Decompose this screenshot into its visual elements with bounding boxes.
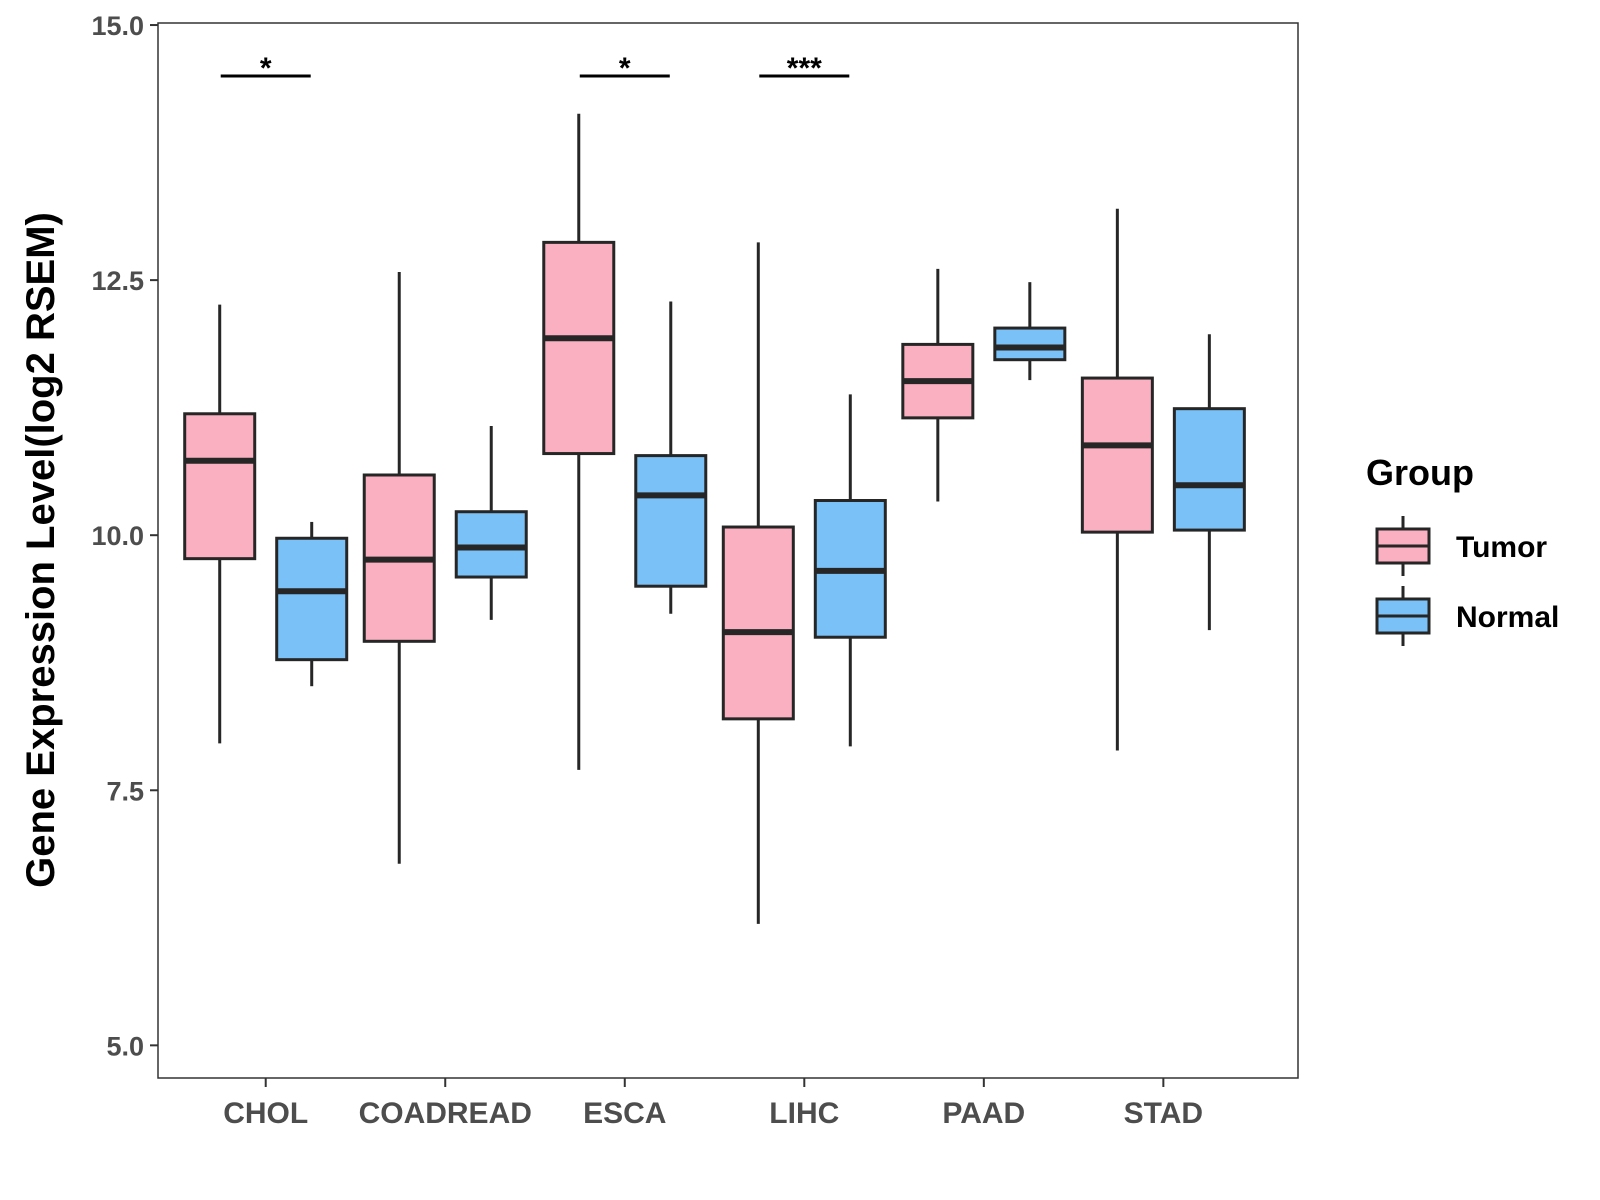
box-normal-stad: [1172, 334, 1246, 631]
box-body: [183, 412, 257, 561]
legend-item-normal: Normal: [1375, 586, 1559, 646]
significance-annotations: * * ***: [220, 52, 850, 85]
box-body: [1172, 407, 1246, 532]
boxes: [183, 113, 1246, 924]
significance-label: *: [260, 52, 272, 85]
box-body: [721, 525, 795, 721]
x-tick-label: CHOL: [223, 1097, 308, 1130]
box-normal-lihc: [813, 394, 887, 747]
x-tick-label: LIHC: [769, 1097, 839, 1130]
significance-label: ***: [787, 52, 822, 85]
box-normal-coadread: [454, 426, 528, 620]
legend-item-tumor: Tumor: [1375, 516, 1547, 576]
box-body: [993, 326, 1067, 362]
y-tick-label: 12.5: [91, 266, 144, 296]
y-tick-label: 10.0: [91, 521, 144, 551]
box-body: [542, 240, 616, 456]
box-tumor-paad: [901, 268, 975, 502]
x-tick-label: STAD: [1124, 1097, 1203, 1130]
box-tumor-stad: [1080, 208, 1154, 751]
legend-label: Tumor: [1456, 531, 1547, 564]
y-tick-label: 7.5: [106, 776, 144, 806]
box-body: [454, 510, 528, 579]
x-tick-label: ESCA: [583, 1097, 666, 1130]
x-tick-label: PAAD: [942, 1097, 1025, 1130]
y-axis-title: Gene Expression Level(log2 RSEM): [19, 212, 63, 888]
box-body: [1080, 376, 1154, 534]
legend-title: Group: [1366, 452, 1474, 493]
legend: Group Tumor Normal: [1366, 452, 1559, 646]
box-tumor-esca: [542, 113, 616, 770]
legend-label: Normal: [1456, 601, 1559, 634]
box-tumor-coadread: [362, 271, 436, 864]
y-tick-label: 15.0: [91, 11, 144, 41]
y-axis: 5.0 7.5 10.0 12.5 15.0: [91, 11, 158, 1061]
box-normal-paad: [993, 282, 1067, 381]
box-tumor-lihc: [721, 242, 795, 924]
y-tick-label: 5.0: [106, 1031, 144, 1061]
box-normal-chol: [275, 521, 349, 687]
box-normal-esca: [634, 301, 708, 614]
box-tumor-chol: [183, 304, 257, 744]
x-axis: CHOL COADREAD ESCA LIHC PAAD STAD: [223, 1078, 1203, 1130]
box-body: [275, 536, 349, 662]
box-body: [634, 454, 708, 588]
x-tick-label: COADREAD: [359, 1097, 532, 1130]
significance-label: *: [619, 52, 631, 85]
